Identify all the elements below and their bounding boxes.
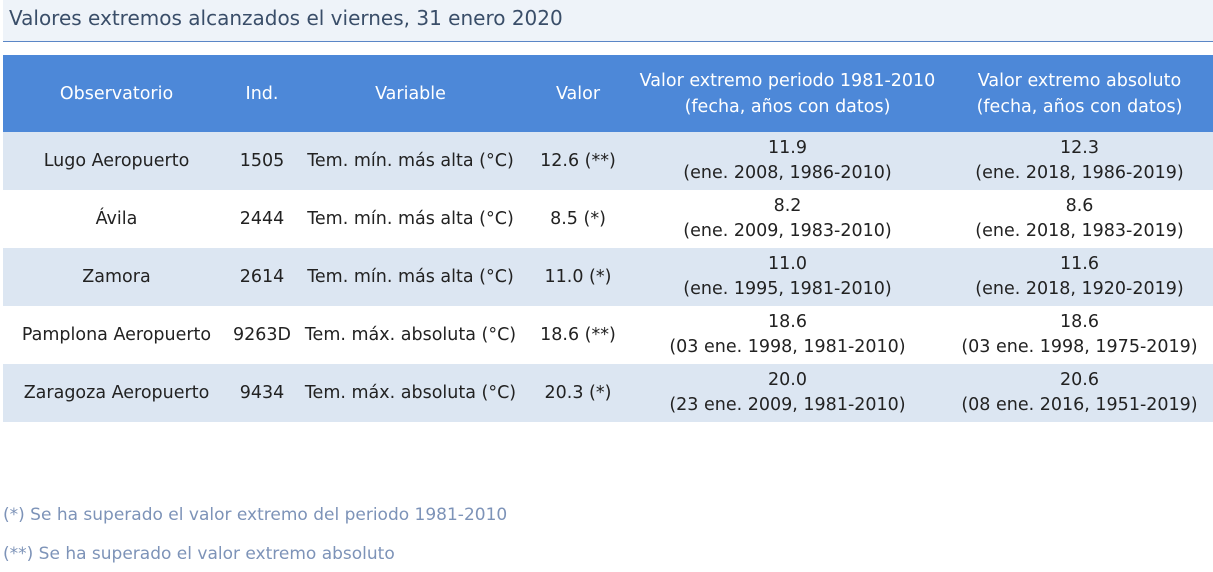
cell-observatorio: Pamplona Aeropuerto (3, 306, 230, 364)
absoluto-valor: 8.6 (1065, 196, 1094, 216)
cell-variable: Tem. mín. más alta (°C) (294, 190, 527, 248)
footnote-double-asterisk: (**) Se ha superado el valor extremo abs… (3, 544, 395, 564)
periodo-valor: 11.0 (768, 254, 807, 274)
cell-valor: 8.5 (*) (527, 190, 629, 248)
cell-variable: Tem. máx. absoluta (°C) (294, 306, 527, 364)
cell-periodo: 11.0 (ene. 1995, 1981-2010) (629, 248, 946, 306)
page-title: Valores extremos alcanzados el viernes, … (9, 6, 563, 30)
table-row: Ávila 2444 Tem. mín. más alta (°C) 8.5 (… (3, 190, 1213, 248)
cell-ind: 2614 (230, 248, 294, 306)
header-variable: Variable (294, 55, 527, 132)
periodo-valor: 11.9 (768, 138, 807, 158)
table-row: Lugo Aeropuerto 1505 Tem. mín. más alta … (3, 132, 1213, 190)
cell-valor: 20.3 (*) (527, 364, 629, 422)
absoluto-valor: 20.6 (1060, 370, 1099, 390)
header-periodo-title: Valor extremo periodo 1981-2010 (639, 70, 936, 91)
cell-absoluto: 8.6 (ene. 2018, 1983-2019) (946, 190, 1213, 248)
table-header-row: Observatorio Ind. Variable Valor Valor e… (3, 55, 1213, 132)
absoluto-fecha: (ene. 2018, 1920-2019) (975, 279, 1184, 299)
cell-variable: Tem. máx. absoluta (°C) (294, 364, 527, 422)
absoluto-valor: 12.3 (1060, 138, 1099, 158)
cell-periodo: 18.6 (03 ene. 1998, 1981-2010) (629, 306, 946, 364)
absoluto-valor: 11.6 (1060, 254, 1099, 274)
cell-valor: 12.6 (**) (527, 132, 629, 190)
cell-periodo: 20.0 (23 ene. 2009, 1981-2010) (629, 364, 946, 422)
cell-observatorio: Zamora (3, 248, 230, 306)
cell-absoluto: 11.6 (ene. 2018, 1920-2019) (946, 248, 1213, 306)
cell-observatorio: Ávila (3, 190, 230, 248)
periodo-valor: 8.2 (773, 196, 802, 216)
periodo-fecha: (23 ene. 2009, 1981-2010) (669, 395, 906, 415)
periodo-fecha: (ene. 2009, 1983-2010) (683, 221, 892, 241)
absoluto-valor: 18.6 (1060, 312, 1099, 332)
header-absoluto: Valor extremo absoluto (fecha, años con … (946, 55, 1213, 132)
table-row: Zaragoza Aeropuerto 9434 Tem. máx. absol… (3, 364, 1213, 422)
cell-ind: 9263D (230, 306, 294, 364)
header-periodo-subtitle: (fecha, años con datos) (684, 96, 891, 117)
cell-ind: 9434 (230, 364, 294, 422)
title-bar: Valores extremos alcanzados el viernes, … (3, 0, 1213, 42)
cell-absoluto: 18.6 (03 ene. 1998, 1975-2019) (946, 306, 1213, 364)
header-absoluto-title: Valor extremo absoluto (977, 70, 1182, 91)
cell-variable: Tem. mín. más alta (°C) (294, 248, 527, 306)
cell-absoluto: 12.3 (ene. 2018, 1986-2019) (946, 132, 1213, 190)
periodo-valor: 20.0 (768, 370, 807, 390)
cell-variable: Tem. mín. más alta (°C) (294, 132, 527, 190)
table-row: Pamplona Aeropuerto 9263D Tem. máx. abso… (3, 306, 1213, 364)
extremes-table: Observatorio Ind. Variable Valor Valor e… (3, 55, 1213, 422)
header-absoluto-subtitle: (fecha, años con datos) (976, 96, 1183, 117)
absoluto-fecha: (ene. 2018, 1986-2019) (975, 163, 1184, 183)
periodo-valor: 18.6 (768, 312, 807, 332)
absoluto-fecha: (ene. 2018, 1983-2019) (975, 221, 1184, 241)
header-valor: Valor (527, 55, 629, 132)
periodo-fecha: (ene. 1995, 1981-2010) (683, 279, 892, 299)
periodo-fecha: (ene. 2008, 1986-2010) (683, 163, 892, 183)
cell-valor: 18.6 (**) (527, 306, 629, 364)
cell-periodo: 11.9 (ene. 2008, 1986-2010) (629, 132, 946, 190)
cell-absoluto: 20.6 (08 ene. 2016, 1951-2019) (946, 364, 1213, 422)
cell-valor: 11.0 (*) (527, 248, 629, 306)
absoluto-fecha: (03 ene. 1998, 1975-2019) (961, 337, 1198, 357)
cell-observatorio: Lugo Aeropuerto (3, 132, 230, 190)
absoluto-fecha: (08 ene. 2016, 1951-2019) (961, 395, 1198, 415)
table-row: Zamora 2614 Tem. mín. más alta (°C) 11.0… (3, 248, 1213, 306)
footnote-single-asterisk: (*) Se ha superado el valor extremo del … (3, 505, 508, 525)
cell-ind: 1505 (230, 132, 294, 190)
header-ind: Ind. (230, 55, 294, 132)
header-periodo: Valor extremo periodo 1981-2010 (fecha, … (629, 55, 946, 132)
cell-periodo: 8.2 (ene. 2009, 1983-2010) (629, 190, 946, 248)
periodo-fecha: (03 ene. 1998, 1981-2010) (669, 337, 906, 357)
cell-observatorio: Zaragoza Aeropuerto (3, 364, 230, 422)
header-observatorio: Observatorio (3, 55, 230, 132)
cell-ind: 2444 (230, 190, 294, 248)
